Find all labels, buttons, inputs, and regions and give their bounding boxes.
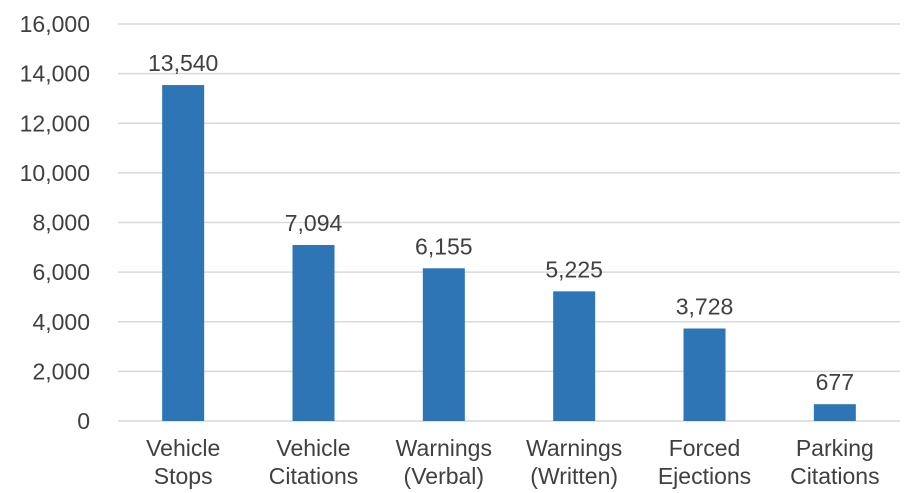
category-label: Citations <box>790 463 879 489</box>
y-tick-label: 0 <box>77 408 90 434</box>
data-label: 677 <box>816 369 854 395</box>
category-label: Vehicle <box>146 435 220 461</box>
category-label: Ejections <box>658 463 751 489</box>
category-label: (Verbal) <box>404 463 485 489</box>
category-label: Warnings <box>396 435 492 461</box>
y-tick-label: 12,000 <box>20 110 90 136</box>
category-label: Stops <box>154 463 213 489</box>
data-label: 7,094 <box>285 210 343 236</box>
bar <box>813 404 856 421</box>
data-label: 5,225 <box>545 256 603 282</box>
x-axis-category-labels: VehicleStopsVehicleCitationsWarnings(Ver… <box>146 435 879 489</box>
y-tick-label: 16,000 <box>20 11 90 37</box>
data-label: 13,540 <box>148 50 218 76</box>
y-tick-label: 2,000 <box>32 358 90 384</box>
bar <box>292 244 335 421</box>
category-label: Citations <box>269 463 358 489</box>
data-labels: 13,540 7,094 6,155 5,225 3,728 677 <box>148 50 854 395</box>
category-label: Forced <box>669 435 741 461</box>
gridlines <box>118 23 900 422</box>
category-label: Parking <box>796 435 874 461</box>
y-tick-label: 8,000 <box>32 210 90 236</box>
y-tick-label: 14,000 <box>20 61 90 87</box>
category-label: (Written) <box>530 463 618 489</box>
bars <box>162 85 856 421</box>
data-label: 3,728 <box>676 293 734 319</box>
y-tick-label: 10,000 <box>20 160 90 186</box>
y-tick-label: 6,000 <box>32 259 90 285</box>
bar <box>162 85 205 421</box>
bar <box>422 268 465 421</box>
bar <box>553 291 596 421</box>
data-label: 6,155 <box>415 233 473 259</box>
category-label: Warnings <box>526 435 622 461</box>
y-axis-tick-labels: 0 2,000 4,000 6,000 8,000 10,000 12,000 14,000 1… <box>20 11 90 434</box>
category-label: Vehicle <box>276 435 350 461</box>
y-tick-label: 4,000 <box>32 309 90 335</box>
bar <box>683 328 726 421</box>
